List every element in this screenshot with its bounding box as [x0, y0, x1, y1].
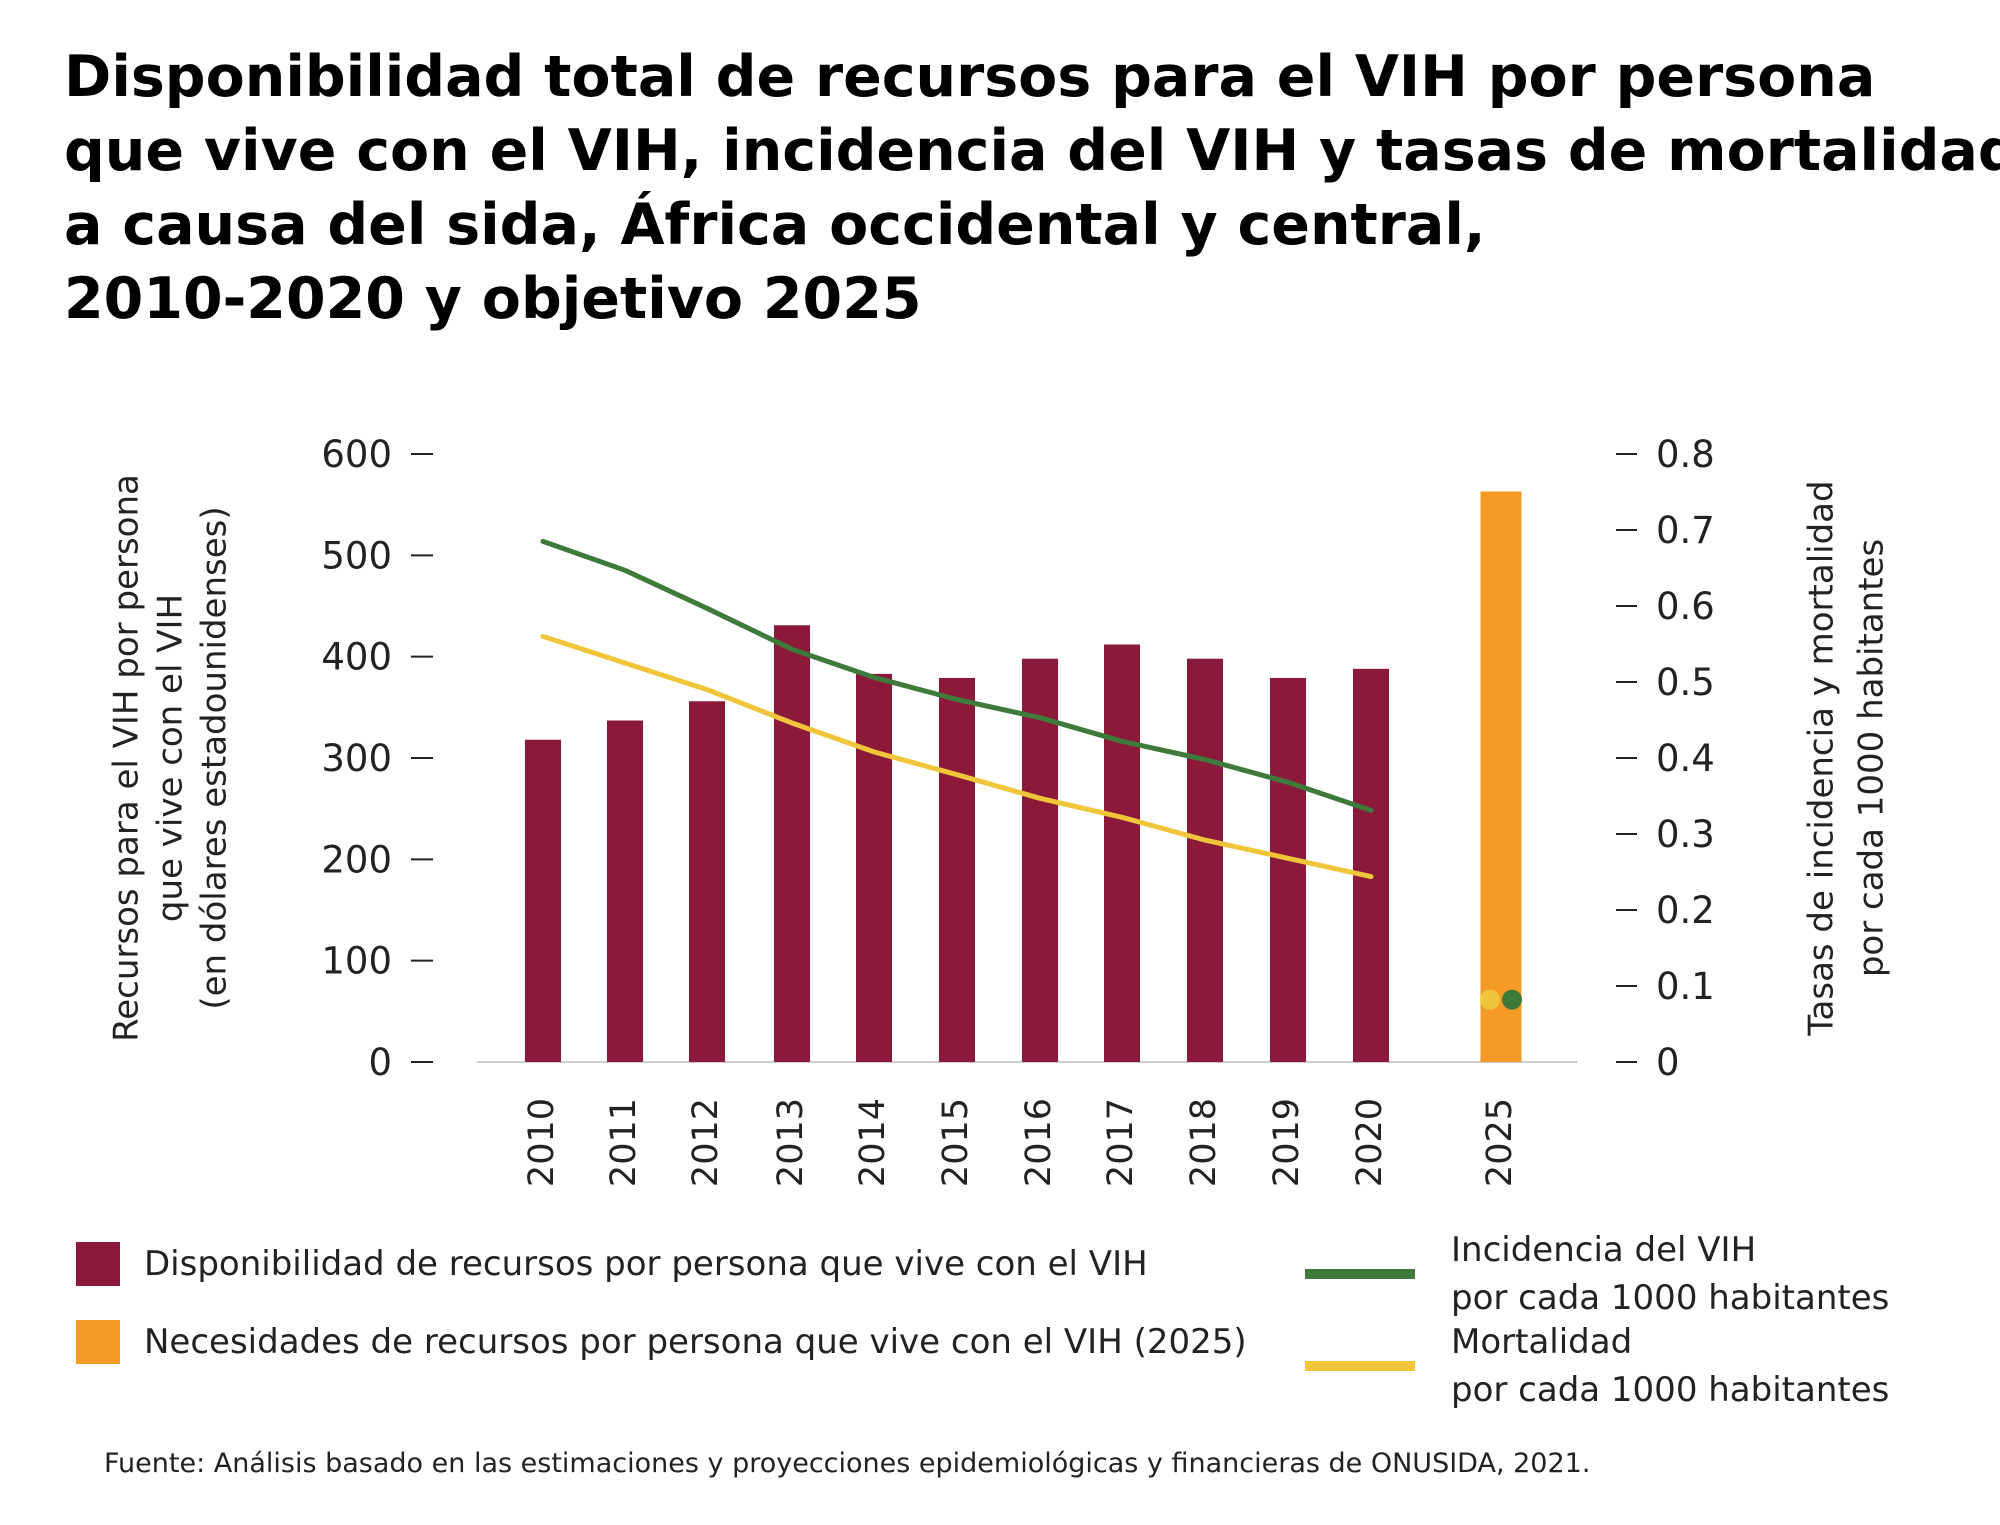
x-tick-label: 2011	[604, 1098, 644, 1187]
right-tick-label: 0.5	[1656, 661, 1715, 704]
axis-title-line: por cada 1000 habitantes	[1852, 539, 1892, 977]
left-tick-label: 400	[321, 636, 392, 679]
axis-title-line: (en dólares estadounidenses)	[195, 506, 235, 1009]
target-2025-dot	[1480, 989, 1500, 1010]
legend-label-line: Mortalidad	[1451, 1322, 1633, 1362]
axis-title-line: Recursos para el VIH por persona	[107, 474, 147, 1042]
chart: Recursos para el VIH por persona que vive…	[107, 433, 1892, 1187]
legend-item-resources: Disponibilidad de recursos por persona q…	[76, 1242, 1148, 1286]
title-line: 2010-2020 y objetivo 2025	[64, 266, 922, 332]
legend-item-incidence: Incidencia del VIH por cada 1000 habitan…	[1305, 1226, 1889, 1322]
bar	[1022, 658, 1058, 1062]
title-line: Disponibilidad total de recursos para el…	[64, 44, 1876, 110]
x-tick-label: 2025	[1480, 1098, 1520, 1187]
right-tick-label: 0.6	[1656, 585, 1715, 628]
bar	[939, 677, 975, 1062]
right-tick-label: 0.4	[1656, 737, 1715, 780]
left-tick-label: 600	[321, 433, 392, 476]
axis-title-line: Tasas de incidencia y mortalidad	[1802, 480, 1842, 1036]
right-tick-label: 0.7	[1656, 509, 1715, 552]
x-tick-label: 2013	[771, 1098, 811, 1187]
x-tick-label: 2014	[853, 1098, 893, 1187]
legend-label-line: por cada 1000 habitantes	[1451, 1370, 1890, 1410]
right-axis-label: Tasas de incidencia y mortalidad por cada…	[1802, 480, 1892, 1036]
series-line	[540, 538, 1374, 813]
bar	[1187, 658, 1223, 1062]
right-tick-label: 0.8	[1656, 433, 1715, 476]
left-tick-label: 200	[321, 838, 392, 881]
bars	[525, 491, 1522, 1062]
legend-line-mortality	[1305, 1361, 1415, 1371]
legend-label-resources: Disponibilidad de recursos por persona q…	[144, 1244, 1148, 1284]
target-2025-dot	[1502, 989, 1522, 1010]
chart-title: Disponibilidad total de recursos para el…	[64, 40, 2000, 336]
x-tick-label: 2016	[1019, 1098, 1059, 1187]
left-tick-label: 500	[321, 534, 392, 577]
source-note: Fuente: Análisis basado en las estimacio…	[104, 1448, 1591, 1479]
x-tick-label: 2020	[1350, 1098, 1390, 1187]
left-tick-label: 300	[321, 737, 392, 780]
axis-title-line: que vive con el VIH	[151, 594, 191, 922]
bar	[1480, 491, 1522, 1062]
right-tick-label: 0	[1656, 1041, 1680, 1084]
left-y-axis: 0 100 200 300 400 500 600	[321, 433, 433, 1084]
series-lines	[540, 538, 1522, 1010]
bar	[774, 625, 810, 1062]
x-tick-label: 2010	[522, 1098, 562, 1187]
legend-swatch-resources	[76, 1242, 120, 1286]
bar	[1270, 677, 1306, 1062]
left-tick-label: 100	[321, 940, 392, 983]
legend-label-incidence: Incidencia del VIH por cada 1000 habitan…	[1451, 1226, 1889, 1322]
x-axis-labels: 2010 2011 2012 2013 2014 2015 2016 2017 2018 2019…	[522, 1098, 1520, 1187]
bar	[689, 701, 725, 1062]
series-line	[540, 633, 1374, 880]
x-tick-label: 2018	[1184, 1098, 1224, 1187]
left-tick-label: 0	[368, 1041, 392, 1084]
right-tick-label: 0.2	[1656, 889, 1715, 932]
bar	[856, 673, 892, 1062]
right-tick-label: 0.1	[1656, 965, 1715, 1008]
right-tick-label: 0.3	[1656, 813, 1715, 856]
legend-item-needs: Necesidades de recursos por persona que …	[76, 1320, 1247, 1364]
legend-label-line: por cada 1000 habitantes	[1451, 1278, 1890, 1318]
x-tick-label: 2015	[936, 1098, 976, 1187]
bar	[1104, 644, 1140, 1062]
right-y-axis: 0 0.1 0.2 0.3 0.4 0.5 0.6 0.7 0.8	[1616, 433, 1715, 1084]
title-line: que vive con el VIH, incidencia del VIH …	[64, 118, 2000, 184]
legend-label-mortality: Mortalidad por cada 1000 habitantes	[1451, 1318, 1889, 1414]
bar	[525, 739, 561, 1062]
legend-label-line: Incidencia del VIH	[1451, 1230, 1757, 1270]
legend-item-mortality: Mortalidad por cada 1000 habitantes	[1305, 1318, 1889, 1414]
left-axis-label: Recursos para el VIH por persona que vive…	[107, 474, 235, 1042]
x-tick-label: 2012	[686, 1098, 726, 1187]
title-line: a causa del sida, África occidental y ce…	[64, 192, 1486, 258]
legend-swatch-needs	[76, 1320, 120, 1364]
x-tick-label: 2019	[1267, 1098, 1307, 1187]
x-tick-label: 2017	[1101, 1098, 1141, 1187]
legend-label-needs: Necesidades de recursos por persona que …	[144, 1322, 1247, 1362]
bar	[607, 720, 643, 1062]
legend-line-incidence	[1305, 1269, 1415, 1279]
bar	[1353, 668, 1389, 1062]
